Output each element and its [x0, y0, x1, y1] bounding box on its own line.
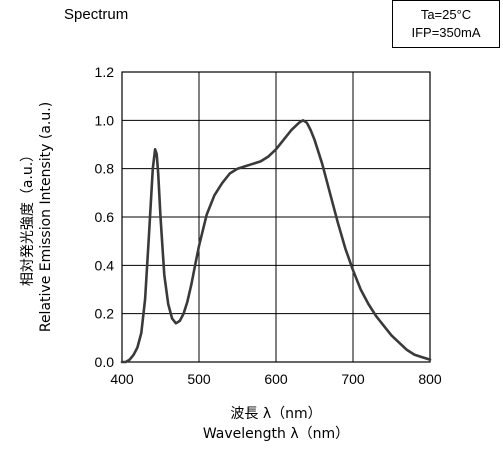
y-tick-label: 0.6: [95, 209, 115, 225]
y-axis-label-jp: 相対発光強度（a.u.）: [20, 148, 36, 286]
spectrum-line: [120, 119, 432, 364]
x-axis-label-jp: 波長 λ（nm）: [230, 406, 321, 422]
y-axis-label-en: Relative Emission Intensity (a.u.): [38, 102, 54, 332]
chart-title: Spectrum: [64, 6, 129, 23]
x-axis-label-en: Wavelength λ（nm）: [203, 426, 349, 442]
y-tick-label: 0.0: [95, 354, 115, 370]
y-tick-label: 0.2: [95, 306, 115, 322]
y-tick-label: 0.4: [95, 257, 115, 273]
y-tick-label: 1.0: [95, 112, 115, 128]
plot-frame: [121, 71, 431, 363]
condition-current: IFP=350mA: [411, 25, 481, 40]
x-tick-label: 600: [264, 371, 288, 387]
x-tick-label: 700: [341, 371, 365, 387]
x-tick-label: 500: [187, 371, 211, 387]
y-tick-label: 1.2: [95, 64, 115, 80]
x-tick-label: 400: [110, 371, 134, 387]
x-tick-label: 800: [418, 371, 442, 387]
conditions-box: Ta=25°C IFP=350mA: [392, 0, 500, 48]
condition-temperature: Ta=25°C: [420, 7, 472, 22]
y-tick-label: 0.8: [95, 161, 115, 177]
